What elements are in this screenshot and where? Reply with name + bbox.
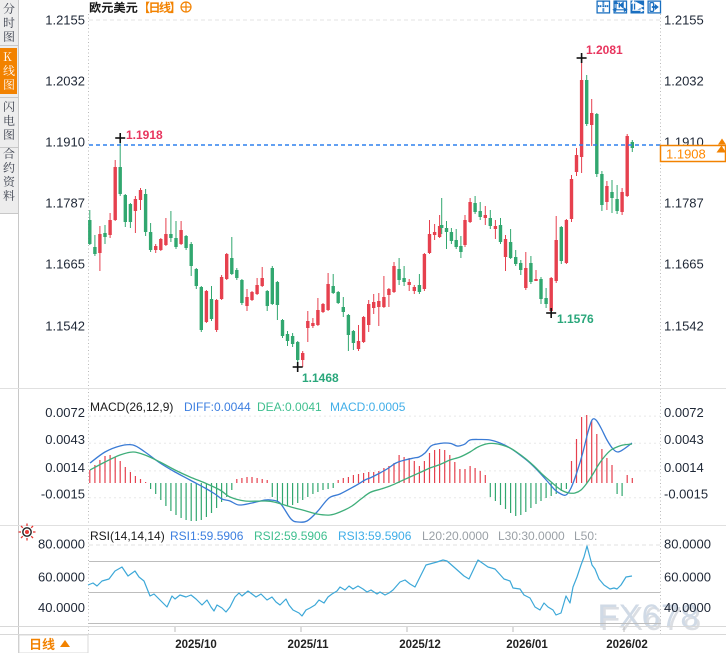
svg-text:1.1918: 1.1918 [126,128,163,142]
svg-text:RSI3:59.5906: RSI3:59.5906 [338,529,412,543]
svg-text:1.2032: 1.2032 [664,74,704,89]
svg-text:1.1576: 1.1576 [557,312,594,326]
svg-text:-0.0015: -0.0015 [664,487,708,502]
svg-text:60.0000: 60.0000 [38,569,85,584]
svg-text:0.0043: 0.0043 [664,432,704,447]
svg-text:1.1910: 1.1910 [45,135,85,150]
svg-text:1.1787: 1.1787 [664,196,704,211]
svg-text:80.0000: 80.0000 [664,536,711,551]
svg-text:RSI2:59.5906: RSI2:59.5906 [254,529,328,543]
svg-text:MACD(26,12,9): MACD(26,12,9) [90,400,173,414]
svg-text:0.0043: 0.0043 [45,432,85,447]
svg-text:2025/11: 2025/11 [288,639,330,651]
svg-text:2026/01: 2026/01 [506,639,548,651]
svg-text:1.2032: 1.2032 [45,74,85,89]
svg-text:1.1665: 1.1665 [45,257,85,272]
svg-text:1.2081: 1.2081 [586,43,623,57]
svg-text:0.0014: 0.0014 [664,460,704,475]
svg-text:1.1665: 1.1665 [664,257,704,272]
svg-text:0.0072: 0.0072 [664,405,704,420]
svg-text:DIFF:0.0044: DIFF:0.0044 [184,400,251,414]
svg-text:L30:30.0000: L30:30.0000 [498,529,565,543]
svg-text:RSI1:59.5906: RSI1:59.5906 [170,529,244,543]
svg-text:1.1908: 1.1908 [666,147,706,162]
svg-text:1.1542: 1.1542 [45,319,85,334]
svg-text:1.1542: 1.1542 [664,319,704,334]
svg-text:L20:20.0000: L20:20.0000 [422,529,489,543]
svg-text:0.0014: 0.0014 [45,460,85,475]
svg-text:2025/10: 2025/10 [175,639,217,651]
svg-text:60.0000: 60.0000 [664,569,711,584]
svg-text:2025/12: 2025/12 [399,639,441,651]
svg-text:RSI(14,14,14): RSI(14,14,14) [90,529,165,543]
svg-text:MACD:0.0005: MACD:0.0005 [330,400,406,414]
svg-text:1.1787: 1.1787 [45,196,85,211]
svg-text:-0.0015: -0.0015 [41,487,85,502]
svg-text:L50:: L50: [574,529,597,543]
svg-text:40.0000: 40.0000 [38,600,85,615]
svg-text:1.2155: 1.2155 [45,13,85,28]
svg-text:FX678: FX678 [600,600,702,637]
svg-text:DEA:0.0041: DEA:0.0041 [257,400,322,414]
svg-text:FX678: FX678 [598,598,700,635]
svg-text:0.0072: 0.0072 [45,405,85,420]
svg-text:80.0000: 80.0000 [38,536,85,551]
svg-text:40.0000: 40.0000 [664,600,711,615]
svg-text:1.2155: 1.2155 [664,13,704,28]
svg-text:1.1468: 1.1468 [302,371,339,385]
svg-text:2026/02: 2026/02 [606,639,648,651]
